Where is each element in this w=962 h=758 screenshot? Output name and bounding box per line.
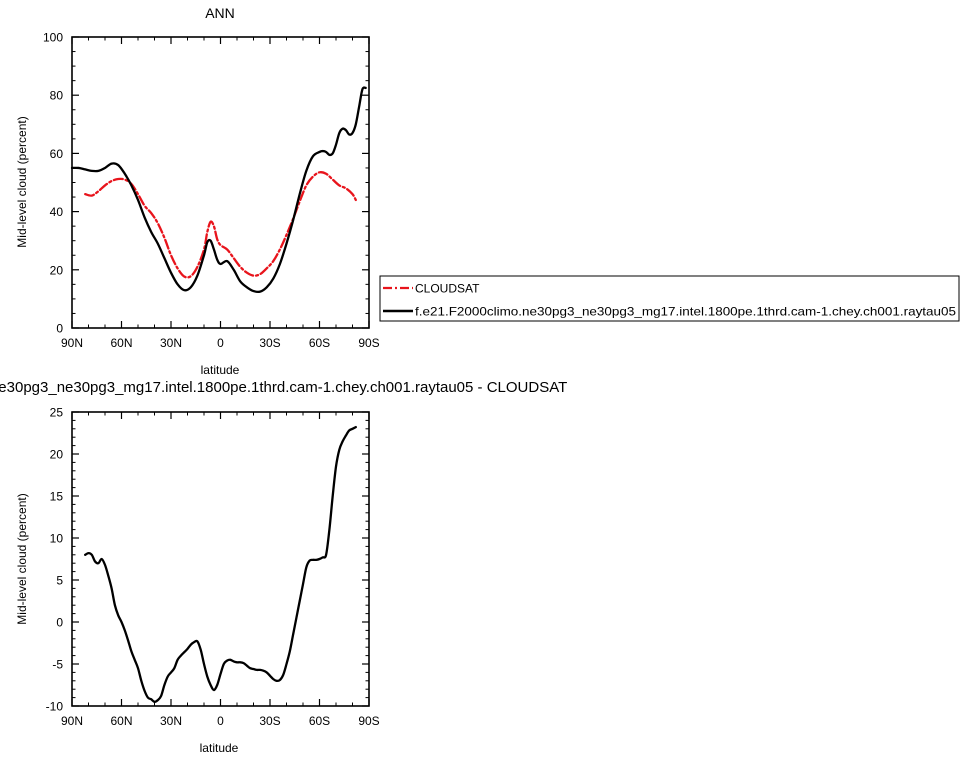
- bottom-x-tick-label: 90N: [61, 714, 83, 728]
- top-x-tick-label: 90N: [61, 336, 83, 350]
- bottom-x-tick-label: 90S: [358, 714, 379, 728]
- top-x-tick-label: 30S: [259, 336, 280, 350]
- bottom-x-tick-label: 0: [217, 714, 224, 728]
- bottom-y-tick-label: 20: [50, 448, 64, 462]
- bottom-y-axis-label: Mid-level cloud (percent): [15, 493, 29, 624]
- top-series-line-1: [84, 171, 357, 279]
- bottom-panel: f.e21.F2000climo.ne30pg3_ne30pg3_mg17.in…: [0, 379, 567, 755]
- top-y-tick-label: 0: [56, 322, 63, 336]
- bottom-y-tick-label: 10: [50, 532, 64, 546]
- bottom-chart-title: f.e21.F2000climo.ne30pg3_ne30pg3_mg17.in…: [0, 379, 567, 396]
- top-x-axis-label: latitude: [201, 363, 240, 377]
- top-series-line-2: [70, 86, 367, 294]
- top-y-tick-label: 20: [50, 263, 64, 277]
- bottom-y-tick-label: -5: [52, 658, 63, 672]
- legend-box: [379, 275, 960, 322]
- top-x-tick-label: 60N: [110, 336, 132, 350]
- bottom-x-tick-label: 60S: [309, 714, 330, 728]
- bottom-y-tick-label: 0: [56, 616, 63, 630]
- top-y-tick-label: 100: [43, 31, 63, 45]
- legend-label-cloudsat: CLOUDSAT: [415, 282, 480, 296]
- bottom-y-tick-label: -10: [46, 700, 64, 714]
- bottom-y-tick-label: 15: [50, 490, 64, 504]
- top-chart-title: ANN: [205, 5, 235, 21]
- bottom-x-tick-label: 30N: [160, 714, 182, 728]
- bottom-x-axis-label: latitude: [200, 741, 239, 755]
- legend: CLOUDSAT f.e21.F2000climo.ne30pg3_ne30pg…: [379, 275, 960, 322]
- top-y-tick-label: 40: [50, 205, 64, 219]
- bottom-x-tick-label: 30S: [259, 714, 280, 728]
- bottom-x-tick-label: 60N: [110, 714, 132, 728]
- top-x-tick-label: 30N: [160, 336, 182, 350]
- top-x-tick-label: 0: [217, 336, 224, 350]
- bottom-plot-frame: [71, 411, 370, 707]
- top-panel: ANN 90N 60N 30N 0 30S 60S 90S 0 20 40 60 80 100 lati…: [15, 5, 380, 377]
- top-y-tick-label: 60: [50, 147, 64, 161]
- bottom-y-tick-label: 5: [56, 574, 63, 588]
- top-plot-frame: [71, 36, 370, 329]
- bottom-series-line-1: [84, 425, 357, 703]
- top-y-tick-label: 80: [50, 89, 64, 103]
- top-x-tick-label: 90S: [358, 336, 379, 350]
- bottom-y-tick-label: 25: [50, 406, 64, 420]
- top-y-axis-label: Mid-level cloud (percent): [15, 116, 29, 247]
- top-x-tick-label: 60S: [309, 336, 330, 350]
- legend-label-model: f.e21.F2000climo.ne30pg3_ne30pg3_mg17.in…: [415, 305, 956, 319]
